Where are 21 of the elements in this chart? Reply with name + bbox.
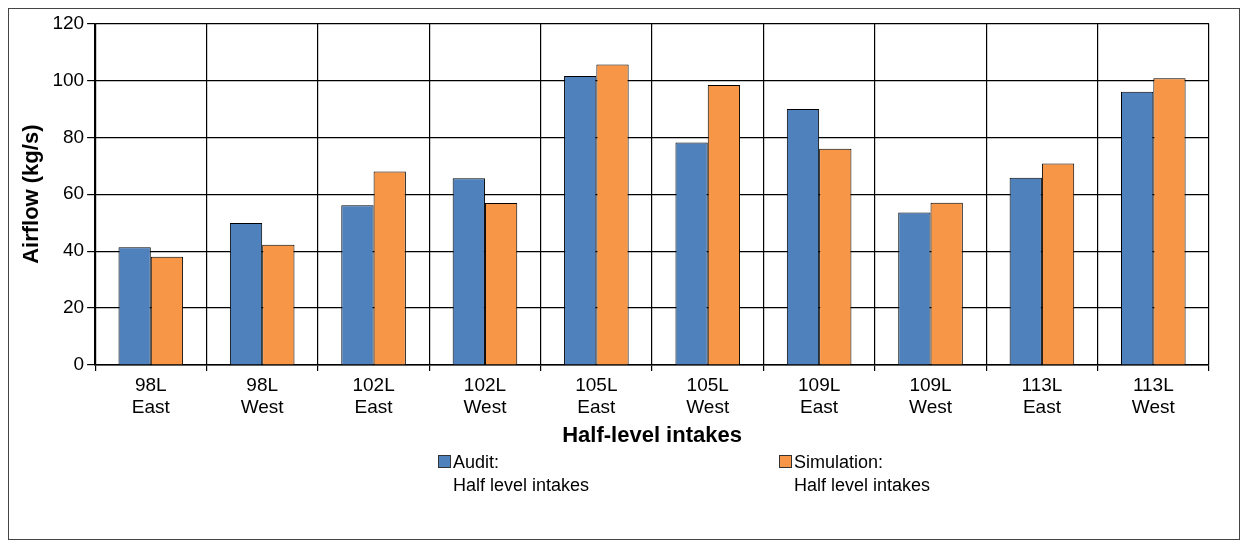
x-tick-label: 105L East [575,373,618,418]
x-tick-label: 113L West [1131,373,1176,418]
legend-label: Audit: Half level intakes [452,451,589,497]
y-axis-title: Airflow (kg/s) [18,124,44,264]
y-tick-label: 60 [62,182,85,204]
y-tick-label: 40 [62,239,85,261]
y-tick-label: 20 [62,296,85,318]
x-axis-title: Half-level intakes [562,421,742,447]
x-tick-label: 98L West [240,373,285,418]
y-tick-label: 80 [62,125,85,147]
x-tick-label: 113L East [1021,373,1063,418]
x-tick-label: 98L East [131,373,171,418]
legend-label: Simulation: Half level intakes [794,451,931,497]
y-tick-label: 100 [52,68,85,90]
x-tick-label: 102L East [352,373,395,418]
x-tick-label: 105L West [686,373,730,418]
x-tick-label: 109L West [909,373,953,418]
x-tick-label: 109L East [797,373,841,418]
x-tick-label: 102L West [463,373,508,418]
y-tick-label: 0 [73,353,85,375]
y-tick-label: 120 [52,11,85,33]
